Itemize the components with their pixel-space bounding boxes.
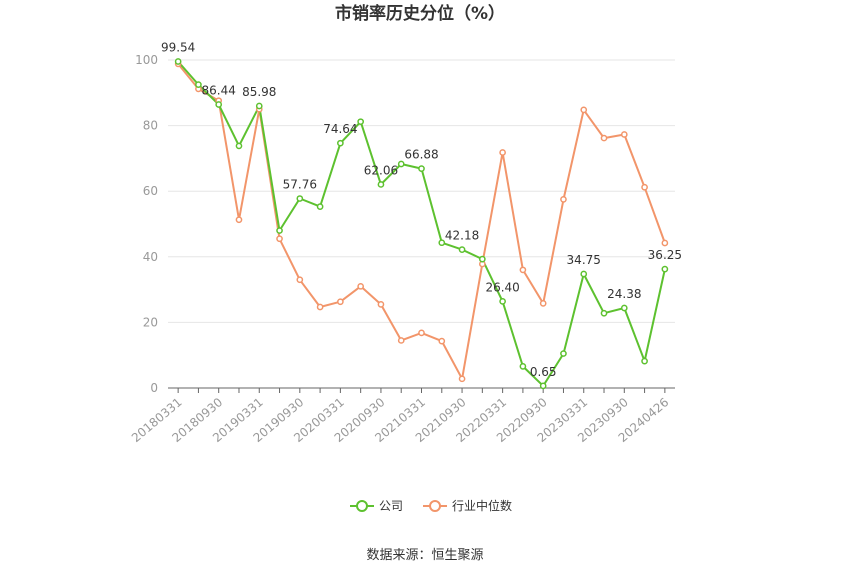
data-label: 99.54 [161, 41, 195, 55]
data-point [276, 227, 283, 234]
data-point [458, 375, 466, 383]
data-point [397, 337, 405, 344]
series-line [177, 60, 666, 387]
data-label: 42.18 [445, 229, 479, 243]
data-point [418, 165, 425, 172]
data-point [560, 350, 567, 357]
y-tick-label: 80 [143, 119, 158, 133]
data-point [661, 239, 669, 247]
data-point [377, 301, 385, 308]
data-point [316, 303, 324, 311]
legend-item: 行业中位数 [423, 498, 512, 513]
data-point [235, 216, 243, 224]
data-point [580, 106, 588, 114]
data-label: 57.76 [283, 178, 317, 192]
source-note: 数据来源：恒生聚源 [366, 548, 483, 563]
y-tick-label: 100 [135, 53, 158, 67]
data-point [661, 265, 669, 273]
data-point [478, 255, 486, 263]
data-point [620, 304, 628, 312]
data-point [337, 298, 344, 306]
y-tick-label: 40 [143, 250, 158, 264]
data-point [519, 266, 527, 274]
data-point [357, 118, 365, 126]
data-point [620, 131, 628, 138]
data-point [276, 235, 283, 243]
series-lines [177, 60, 666, 387]
data-point [255, 102, 263, 110]
legend-label: 行业中位数 [452, 498, 512, 513]
data-point [438, 337, 446, 345]
legend-marker [356, 500, 368, 512]
data-point [215, 101, 223, 108]
data-point [377, 181, 385, 188]
data-point [357, 282, 365, 290]
data-point [296, 276, 304, 284]
data-label: 86.44 [202, 83, 236, 97]
data-point [641, 183, 648, 191]
series-points [174, 58, 669, 390]
data-point [560, 196, 567, 203]
data-labels: 99.54 86.44 85.98 57.76 74.64 62.06 66.88 42.18… [161, 41, 682, 379]
axes [168, 387, 675, 393]
data-point [438, 239, 446, 247]
data-point [235, 142, 243, 150]
data-label: 74.64 [323, 122, 357, 136]
data-point [397, 160, 405, 168]
data-point [580, 270, 588, 278]
grid-lines [168, 59, 675, 323]
data-point [418, 329, 425, 337]
data-label: 66.88 [404, 148, 438, 162]
data-point [519, 363, 527, 370]
legend-item: 公司 [350, 499, 403, 513]
data-point [600, 309, 608, 317]
data-label: 0.65 [530, 365, 557, 379]
data-point [539, 382, 547, 390]
y-tick-label: 60 [143, 184, 158, 198]
y-tick-label: 0 [150, 381, 158, 395]
data-point [316, 203, 324, 210]
legend: 公司 行业中位数 [350, 498, 512, 513]
data-point [600, 134, 608, 142]
data-point [539, 300, 547, 307]
data-point [499, 298, 506, 305]
data-point [296, 195, 304, 202]
data-point [641, 357, 648, 365]
y-tick-labels: 0 20 40 60 80 100 [135, 53, 158, 395]
data-label: 24.38 [607, 287, 641, 301]
data-label: 26.40 [485, 280, 519, 294]
data-point [499, 149, 506, 156]
data-label: 36.25 [648, 248, 682, 262]
data-point [337, 139, 344, 147]
x-tick-labels: 2018033120180930201903312019093020200331… [129, 395, 672, 445]
data-point [195, 81, 202, 88]
legend-label: 公司 [379, 499, 403, 513]
data-label: 62.06 [364, 163, 398, 177]
legend-marker [429, 500, 442, 512]
y-tick-label: 20 [143, 315, 158, 329]
data-label: 34.75 [567, 253, 601, 267]
data-point [458, 246, 466, 253]
data-point [174, 58, 182, 65]
data-label: 85.98 [242, 85, 276, 99]
chart-title: 市销率历史分位（%） [335, 3, 505, 24]
